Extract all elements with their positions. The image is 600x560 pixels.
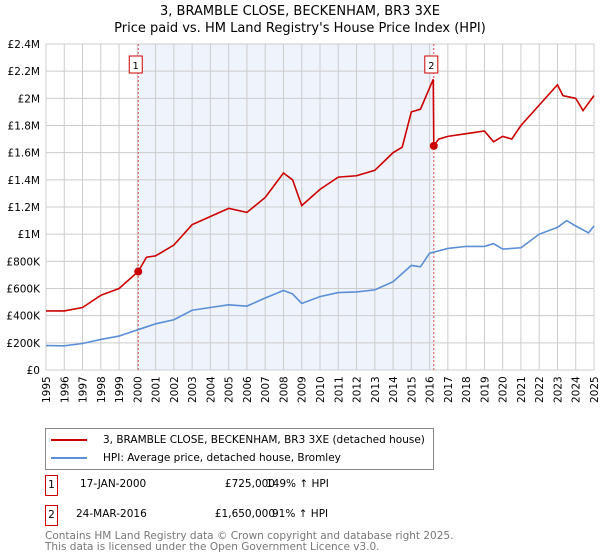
- x-tick-label: 2004: [205, 376, 217, 403]
- x-tick-label: 2012: [352, 376, 364, 403]
- sale-point: [134, 267, 143, 276]
- sale-marker-label: 2: [428, 61, 434, 72]
- y-tick-label: £2.2M: [8, 66, 40, 78]
- y-tick-label: £2.4M: [8, 39, 40, 51]
- x-tick-label: 1995: [41, 376, 53, 403]
- x-tick-label: 2014: [388, 376, 400, 403]
- x-tick-label: 2022: [534, 376, 546, 403]
- y-tick-label: £1.4M: [8, 175, 40, 187]
- y-tick-label: £1.6M: [8, 148, 40, 160]
- title-line: 3, BRAMBLE CLOSE, BECKENHAM, BR3 3XE: [160, 4, 440, 19]
- x-tick-label: 2003: [187, 376, 199, 403]
- sale-date: 17-JAN-2000: [80, 478, 147, 490]
- y-tick-label: £200K: [6, 338, 41, 350]
- plot-frame: [45, 43, 595, 371]
- blue-line-swatch: [51, 457, 87, 459]
- sale-marker-badge: 2: [45, 505, 58, 526]
- hpi-line: [45, 219, 595, 347]
- y-tick-label: £1.8M: [8, 121, 40, 133]
- x-tick-label: 2010: [315, 376, 327, 403]
- sale-price: £725,000: [224, 478, 275, 490]
- sale-hpi-diff: 91% ↑ HPI: [272, 508, 329, 520]
- x-tick-label: 1999: [114, 376, 126, 403]
- y-tick-label: £0: [27, 365, 40, 377]
- legend-label: HPI: Average price, detached house, Brom…: [103, 452, 341, 464]
- sale-marker-box: [128, 55, 143, 74]
- sale-price: £1,650,000: [214, 508, 275, 520]
- y-tick-label: £1M: [18, 229, 40, 241]
- x-tick-label: 2015: [406, 376, 418, 403]
- legend-item-hpi: HPI: Average price, detached house, Brom…: [46, 450, 341, 466]
- x-tick-label: 2016: [425, 376, 437, 403]
- y-tick-label: £2M: [18, 93, 40, 105]
- x-tick-label: 2006: [242, 376, 254, 403]
- x-tick-label: 2019: [479, 376, 491, 403]
- x-tick-label: 2008: [278, 376, 290, 403]
- table-row: 1 17-JAN-2000 £725,000 149% ↑ HPI: [45, 475, 445, 496]
- footer-line: Contains HM Land Registry data © Crown c…: [45, 530, 454, 542]
- x-tick-label: 2023: [552, 376, 564, 403]
- x-tick-label: 2011: [333, 376, 345, 403]
- legend: 3, BRAMBLE CLOSE, BECKENHAM, BR3 3XE (de…: [45, 428, 434, 470]
- x-tick-label: 2017: [443, 376, 455, 403]
- sale-hpi-diff: 149% ↑ HPI: [266, 478, 329, 490]
- sale-marker-badge: 1: [45, 475, 58, 496]
- red-line-swatch: [51, 439, 87, 441]
- sale-marker-box: [424, 55, 439, 74]
- x-tick-label: 2018: [461, 376, 473, 403]
- property-price-line: [46, 79, 595, 312]
- x-tick-label: 2000: [132, 376, 144, 403]
- legend-label: 3, BRAMBLE CLOSE, BECKENHAM, BR3 3XE (de…: [103, 434, 425, 446]
- x-tick-label: 2024: [571, 376, 583, 403]
- x-tick-label: 1996: [59, 376, 71, 403]
- table-row: 2 24-MAR-2016 £1,650,000 91% ↑ HPI: [45, 505, 445, 526]
- y-tick-label: £400K: [6, 311, 41, 323]
- subtitle-line: Price paid vs. HM Land Registry's House …: [114, 21, 486, 36]
- y-tick-label: £1.2M: [8, 202, 40, 214]
- sale-point: [429, 141, 438, 150]
- chart-title: 3, BRAMBLE CLOSE, BECKENHAM, BR3 3XE Pri…: [0, 3, 600, 37]
- footer: Contains HM Land Registry data © Crown c…: [45, 531, 453, 553]
- sale-marker-label: 1: [133, 61, 139, 72]
- x-tick-label: 2021: [516, 376, 528, 403]
- x-tick-label: 1998: [96, 376, 108, 403]
- x-tick-label: 2005: [224, 376, 236, 403]
- x-tick-label: 2001: [151, 376, 163, 403]
- x-tick-label: 1997: [78, 376, 90, 403]
- footer-line: This data is licensed under the Open Gov…: [45, 541, 380, 553]
- sale-date: 24-MAR-2016: [76, 508, 147, 520]
- legend-item-property: 3, BRAMBLE CLOSE, BECKENHAM, BR3 3XE (de…: [46, 432, 425, 448]
- x-tick-label: 2013: [370, 376, 382, 403]
- x-tick-label: 2009: [297, 376, 309, 403]
- y-tick-label: £800K: [6, 256, 41, 268]
- x-tick-label: 2007: [260, 376, 272, 403]
- y-tick-label: £600K: [6, 284, 41, 296]
- x-tick-label: 2002: [169, 376, 181, 403]
- price-chart: 1995 1996 1997 1998 1999 2000 2001 2002 2003 2004…: [6, 39, 600, 403]
- x-tick-label: 2020: [498, 376, 510, 403]
- x-tick-label: 2025: [589, 376, 600, 403]
